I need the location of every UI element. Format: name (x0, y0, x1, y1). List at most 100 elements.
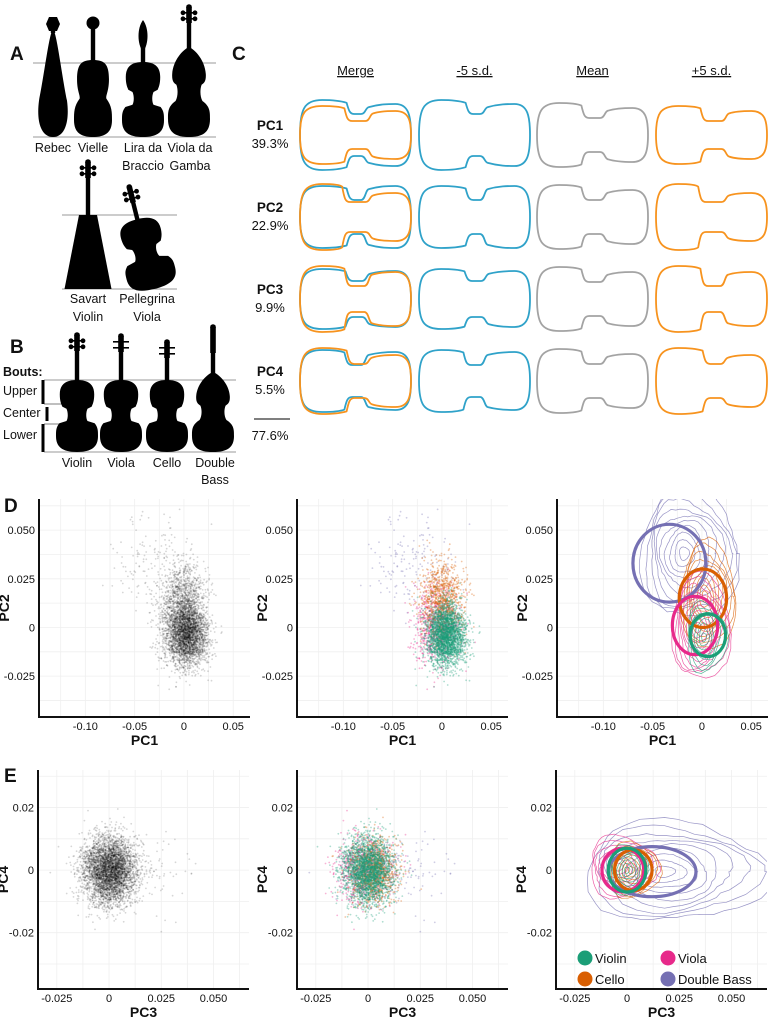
point-violin (164, 645, 167, 648)
point-cello (201, 601, 204, 603)
point-viola (170, 648, 173, 651)
point-cello (206, 580, 208, 582)
point-viola (175, 602, 178, 604)
point-viola (163, 647, 166, 650)
point-violin (201, 630, 203, 633)
point-viola (187, 631, 189, 634)
point-cello (175, 590, 178, 593)
point-violin (178, 651, 180, 654)
point-violin (158, 596, 161, 599)
point-violin (188, 642, 190, 644)
point-cello (185, 553, 188, 556)
point-viola (189, 604, 192, 607)
point-violin (180, 653, 183, 656)
instrument-label: Double (195, 456, 235, 470)
point-cello (172, 554, 175, 557)
point-cello (164, 580, 167, 583)
point-viola (161, 628, 164, 631)
point-violin (171, 648, 174, 651)
point-viola (171, 624, 174, 627)
point-double-bass (154, 547, 156, 550)
point-violin (165, 642, 168, 644)
peg-knob (79, 165, 85, 171)
point-double-bass (155, 598, 157, 601)
point-viola (174, 617, 177, 620)
point-viola (164, 603, 167, 606)
body-silhouette (122, 62, 164, 137)
point-viola (169, 600, 172, 603)
point-viola (189, 590, 192, 593)
point-violin (185, 643, 188, 646)
point-cello (170, 576, 173, 579)
column-header-1: -5 s.d. (456, 63, 492, 78)
point-violin (202, 619, 204, 622)
point-viola (174, 621, 177, 624)
point-cello (196, 595, 199, 598)
point-viola (167, 624, 170, 627)
point-viola (418, 657, 420, 659)
point-viola (171, 609, 174, 612)
point-violin (191, 649, 193, 652)
point-viola (174, 590, 176, 593)
point-viola (196, 628, 199, 631)
point-viola (182, 588, 184, 591)
instrument-label: Gamba (170, 159, 211, 173)
point-viola (187, 646, 189, 649)
point-viola (187, 611, 190, 613)
point-double-bass (120, 579, 122, 582)
point-violin (177, 586, 179, 589)
point-violin (191, 600, 194, 603)
point-viola (173, 622, 176, 625)
point-viola (171, 625, 174, 628)
point-viola (181, 593, 184, 596)
point-violin (199, 627, 202, 629)
point-viola (171, 618, 174, 620)
point-viola (185, 631, 187, 634)
point-violin (168, 648, 171, 651)
point-viola (194, 611, 197, 614)
point-double-bass (164, 539, 166, 541)
point-violin (187, 623, 189, 626)
point-violin (156, 651, 159, 653)
point-viola (181, 599, 184, 602)
point-viola (179, 620, 182, 623)
point-cello (156, 602, 158, 605)
point-viola (178, 636, 181, 638)
point-violin (188, 616, 191, 619)
body-silhouette (120, 217, 176, 291)
point-cello (186, 575, 189, 578)
silhouette-0 (38, 17, 68, 137)
point-violin (193, 651, 196, 653)
point-viola (182, 625, 185, 628)
pegbox (85, 162, 91, 178)
point-viola (162, 597, 165, 600)
point-viola (170, 631, 172, 634)
point-viola (192, 581, 195, 583)
point-viola (183, 627, 185, 630)
point-double-bass (153, 565, 156, 567)
point-viola (173, 653, 175, 656)
point-violin (206, 634, 208, 637)
point-viola (175, 606, 178, 608)
point-viola (174, 645, 177, 648)
point-viola (178, 617, 181, 620)
point-violin (156, 640, 158, 643)
point-viola (184, 644, 186, 646)
point-cello (167, 591, 170, 594)
point-violin (162, 630, 165, 633)
point-viola (178, 603, 181, 606)
point-viola (420, 648, 423, 651)
point-violin (202, 592, 205, 595)
point-viola (159, 615, 161, 618)
point-violin (164, 653, 167, 656)
point-violin (166, 632, 168, 635)
point-viola (192, 589, 195, 592)
point-double-bass (162, 596, 165, 599)
point-violin (201, 654, 204, 657)
point-violin (184, 668, 187, 671)
point-viola (433, 681, 436, 684)
point-violin (204, 616, 206, 619)
point-violin (180, 643, 183, 646)
point-violin (164, 649, 166, 651)
point-cello (192, 579, 195, 581)
